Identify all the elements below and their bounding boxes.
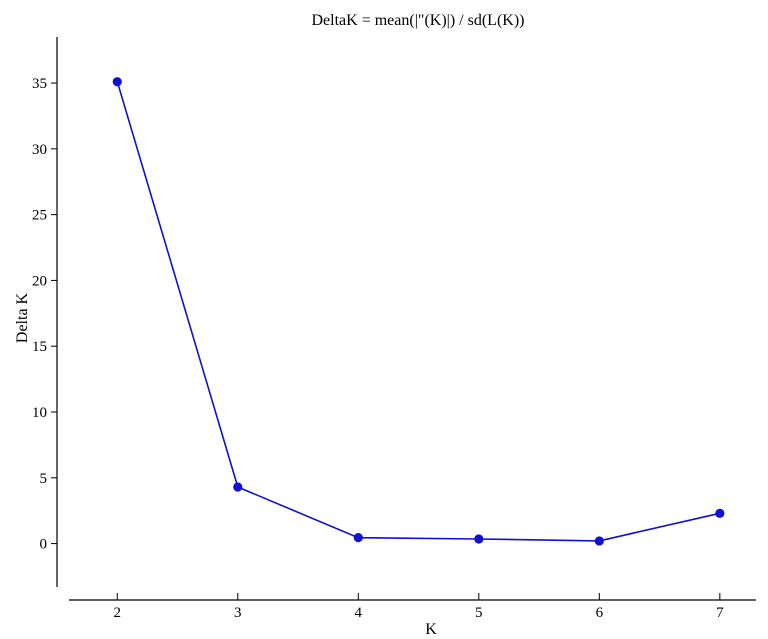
y-tick-label: 0 xyxy=(40,537,48,553)
data-point xyxy=(715,508,725,518)
y-tick-label: 5 xyxy=(40,471,48,487)
y-tick-label: 20 xyxy=(32,273,47,289)
x-axis-label: K xyxy=(425,621,437,638)
series-line xyxy=(116,81,720,542)
data-point xyxy=(594,536,604,546)
x-tick-label: 5 xyxy=(475,605,483,621)
x-ticks: 2 3 4 5 6 7 xyxy=(114,593,724,621)
y-tick-label: 30 xyxy=(32,142,47,158)
data-point xyxy=(233,482,243,492)
x-tick-label: 7 xyxy=(716,605,724,621)
series-layer xyxy=(112,77,725,546)
x-tick-label: 3 xyxy=(234,605,242,621)
y-tick-label: 10 xyxy=(32,405,47,421)
x-tick-label: 6 xyxy=(596,605,604,621)
y-tick-label: 25 xyxy=(32,208,47,224)
y-axis-label: Delta K xyxy=(14,292,31,343)
x-tick-label: 2 xyxy=(114,605,122,621)
chart-title: DeltaK = mean(|"(K)|) / sd(L(K)) xyxy=(312,12,525,29)
y-ticks: 0 5 10 15 20 25 30 35 xyxy=(32,76,57,553)
data-point xyxy=(353,533,363,543)
y-tick-label: 15 xyxy=(32,339,47,355)
data-point xyxy=(112,77,122,87)
data-point xyxy=(474,534,484,544)
y-tick-label: 35 xyxy=(32,76,47,92)
x-tick-label: 4 xyxy=(355,605,363,621)
